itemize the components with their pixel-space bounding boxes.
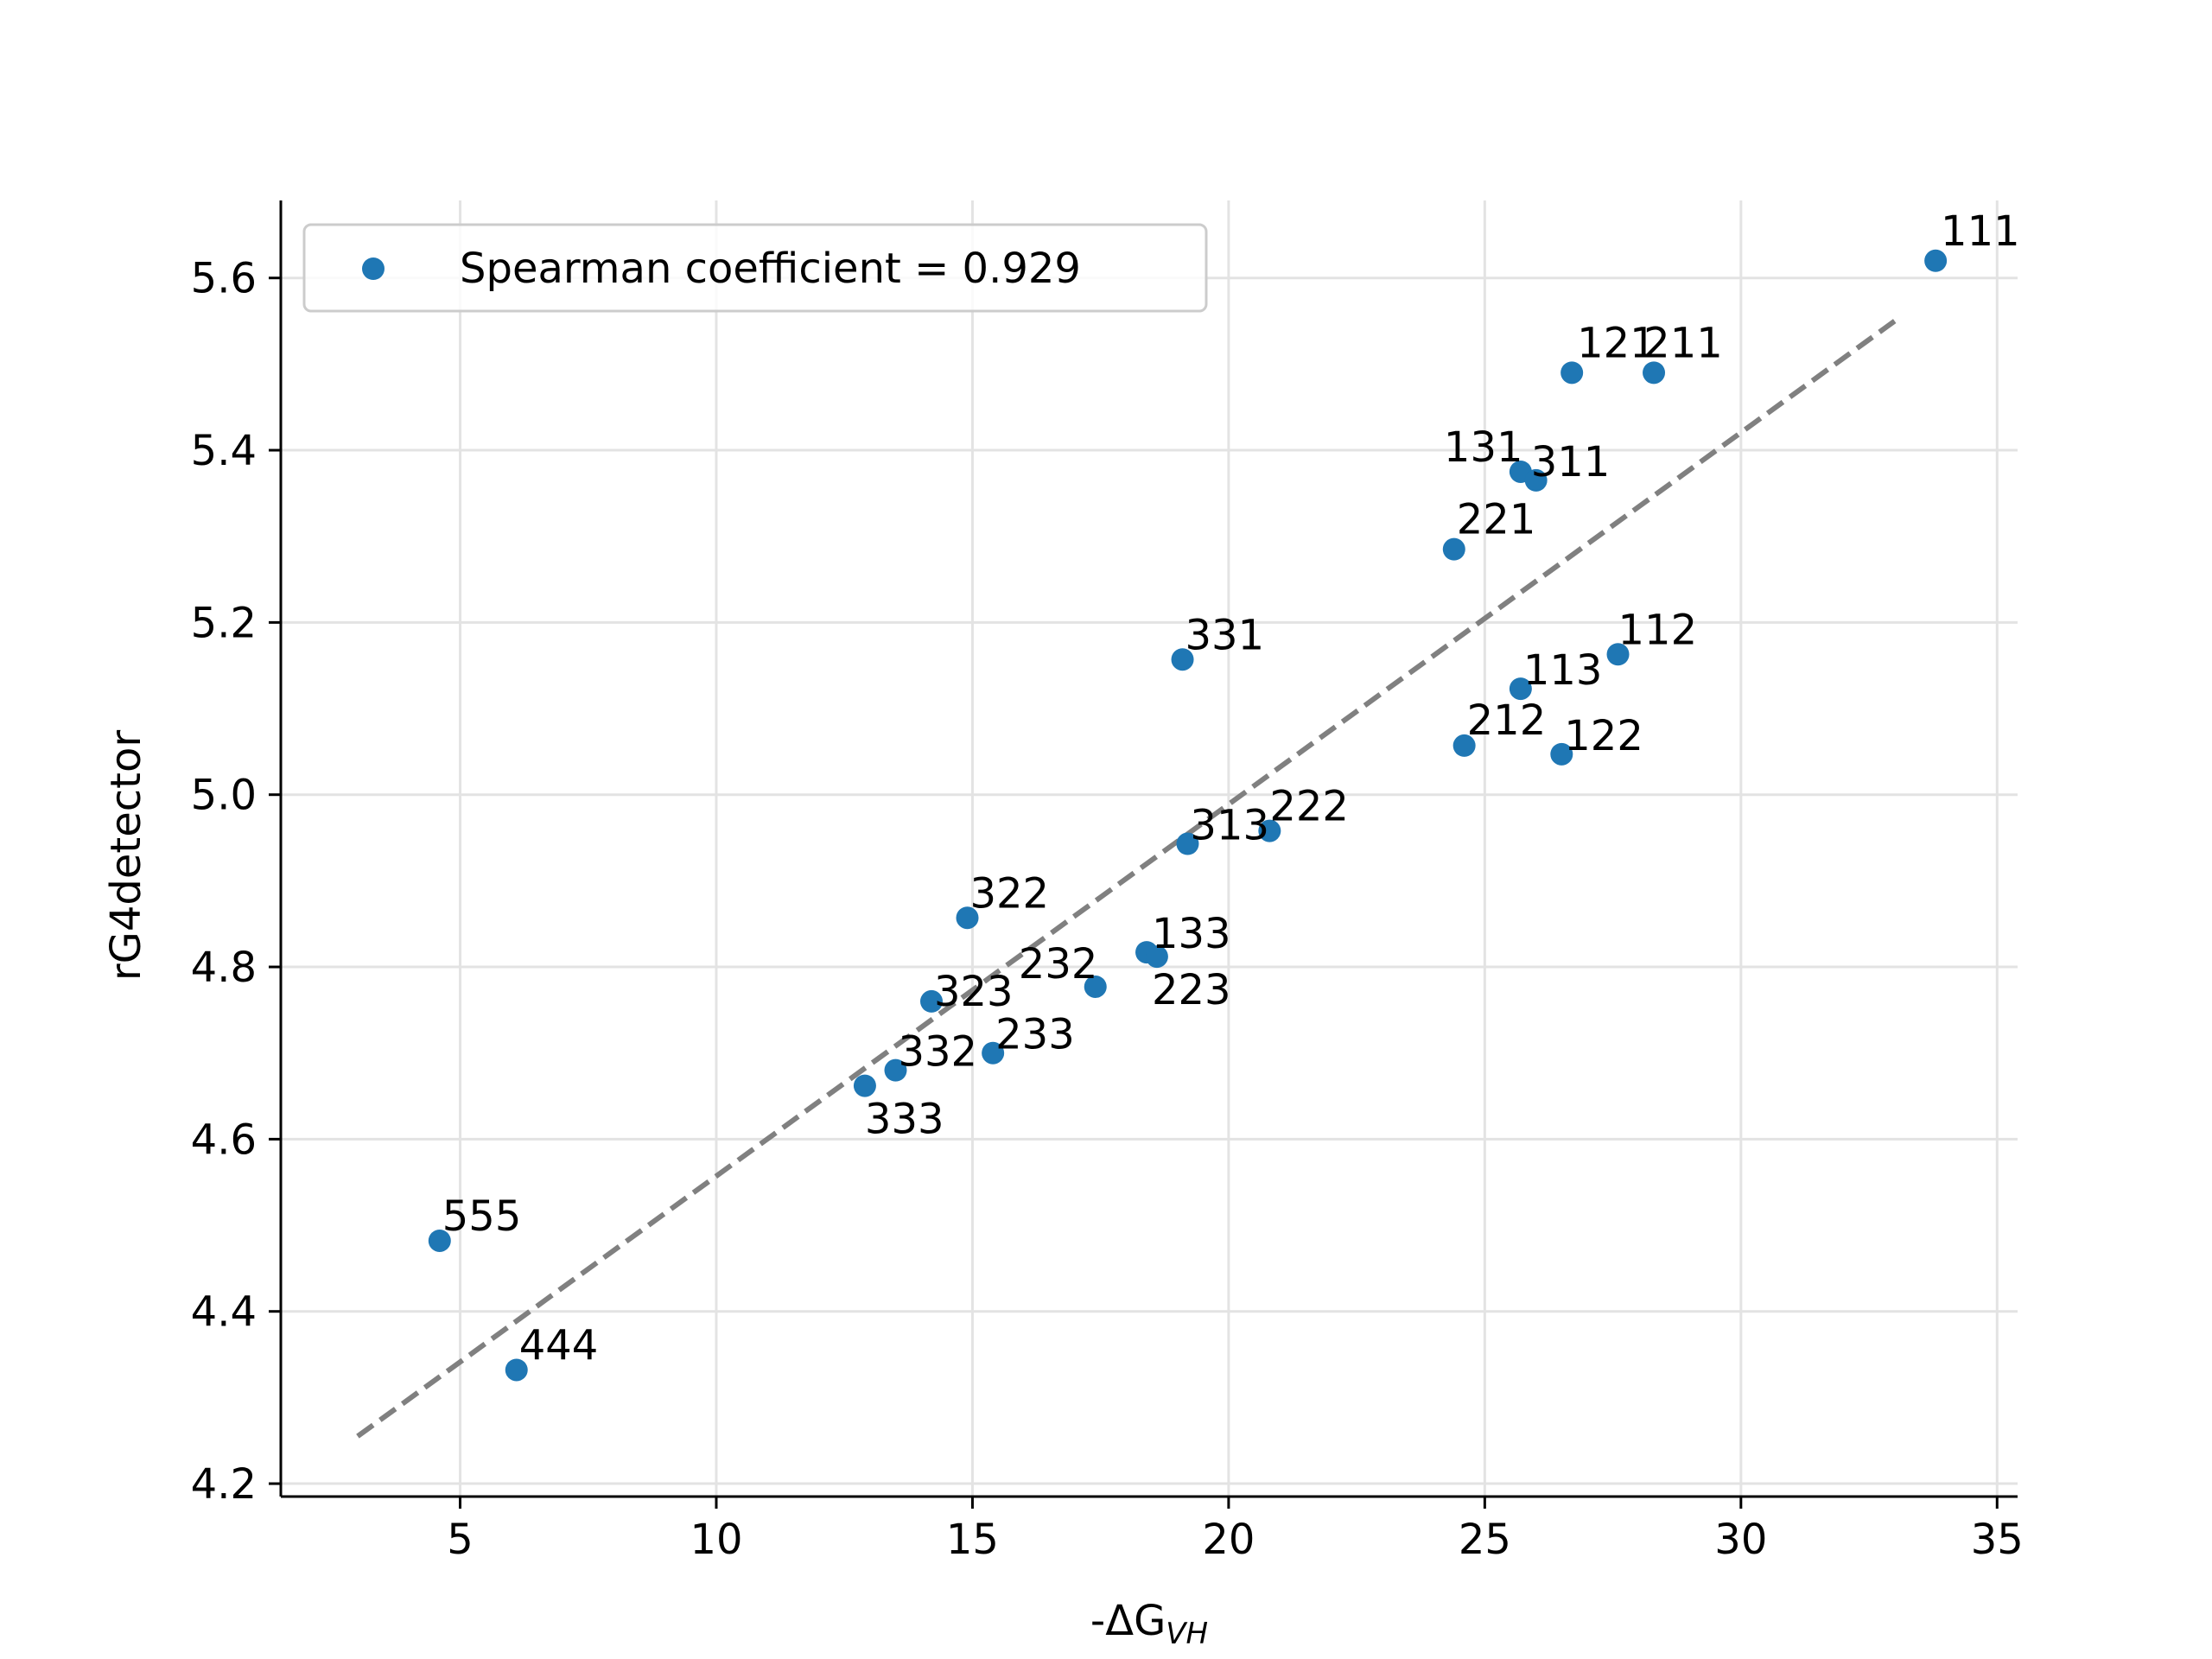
- data-point: [1643, 361, 1666, 385]
- fit-line: [356, 319, 1897, 1439]
- data-point: [428, 1229, 451, 1252]
- x-axis-label: -ΔGVH: [1090, 1597, 1208, 1651]
- data-point: [920, 989, 944, 1013]
- y-tick-label: 5.4: [191, 427, 257, 475]
- y-tick-label: 4.2: [191, 1460, 257, 1509]
- data-point: [1924, 249, 1948, 272]
- y-tick-label: 4.6: [191, 1116, 257, 1164]
- data-point: [505, 1358, 528, 1382]
- data-point: [1560, 361, 1584, 385]
- data-point-label: 211: [1643, 319, 1723, 367]
- legend-box: [302, 223, 1208, 313]
- data-point-label: 555: [442, 1192, 522, 1241]
- axes: [279, 200, 2018, 1498]
- y-tick-label: 4.8: [191, 944, 257, 992]
- data-point-label: 331: [1185, 611, 1265, 659]
- grid: [281, 200, 2018, 1497]
- legend-marker: [362, 257, 385, 280]
- data-point-label: 333: [865, 1095, 944, 1143]
- data-point-label: 111: [1941, 207, 2020, 256]
- data-point: [1606, 643, 1630, 666]
- data-point-label: 221: [1457, 496, 1536, 544]
- data-point: [1176, 832, 1199, 855]
- x-tick-label: 30: [1714, 1516, 1767, 1564]
- data-point: [853, 1074, 876, 1097]
- data-point-label: 223: [1152, 966, 1231, 1014]
- data-point-label: 112: [1618, 606, 1698, 654]
- data-point: [1258, 819, 1281, 842]
- y-tick-label: 5.0: [191, 772, 257, 820]
- data-point: [1509, 677, 1532, 701]
- data-point: [1145, 945, 1168, 969]
- data-point-label: 232: [1019, 940, 1098, 988]
- y-axis-label: rG4detector: [102, 730, 150, 981]
- x-tick-label: 15: [946, 1516, 999, 1564]
- data-point-label: 131: [1444, 423, 1523, 472]
- x-tick-label: 35: [1971, 1516, 2024, 1564]
- ticks: 5 10 15 20 25 30 35 4.2 4.4 4.6 4.8 5.0 5.2 5.4 5.6: [191, 255, 2024, 1564]
- data-point: [1524, 468, 1548, 492]
- data-point-label: 332: [898, 1028, 977, 1077]
- data-point: [1084, 975, 1107, 998]
- data-point-label: 444: [519, 1322, 599, 1370]
- x-axis-label-subscript: VH: [1166, 1617, 1208, 1651]
- data-point: [1171, 648, 1194, 671]
- data-point: [884, 1058, 907, 1082]
- x-tick-label: 25: [1459, 1516, 1511, 1564]
- data-point-label: 233: [995, 1011, 1075, 1059]
- data-point-label: 133: [1152, 910, 1231, 958]
- data-point-label: 313: [1190, 802, 1269, 850]
- data-point-label: 212: [1467, 696, 1547, 745]
- data-point-label: 122: [1564, 712, 1643, 760]
- data-point: [956, 906, 979, 930]
- data-point-label: 222: [1269, 783, 1349, 831]
- y-tick-label: 4.4: [191, 1288, 257, 1337]
- x-tick-label: 10: [690, 1516, 742, 1564]
- data-point: [1442, 537, 1465, 561]
- data-point-label: 311: [1531, 438, 1611, 486]
- data-point-label: 121: [1577, 319, 1656, 367]
- data-point-label: 322: [969, 869, 1049, 918]
- y-tick-label: 5.2: [191, 599, 257, 647]
- legend-label: Spearman coefficient = 0.929: [460, 245, 1081, 293]
- x-tick-label: 5: [447, 1516, 474, 1564]
- data-point: [1550, 742, 1573, 766]
- y-tick-label: 5.6: [191, 255, 257, 303]
- data-point: [1452, 734, 1476, 757]
- data-point-label: 323: [934, 968, 1014, 1016]
- data-point-label: 113: [1523, 646, 1603, 695]
- x-tick-label: 20: [1202, 1516, 1255, 1564]
- legend: Spearman coefficient = 0.929: [302, 223, 1208, 313]
- data-point: [982, 1041, 1005, 1065]
